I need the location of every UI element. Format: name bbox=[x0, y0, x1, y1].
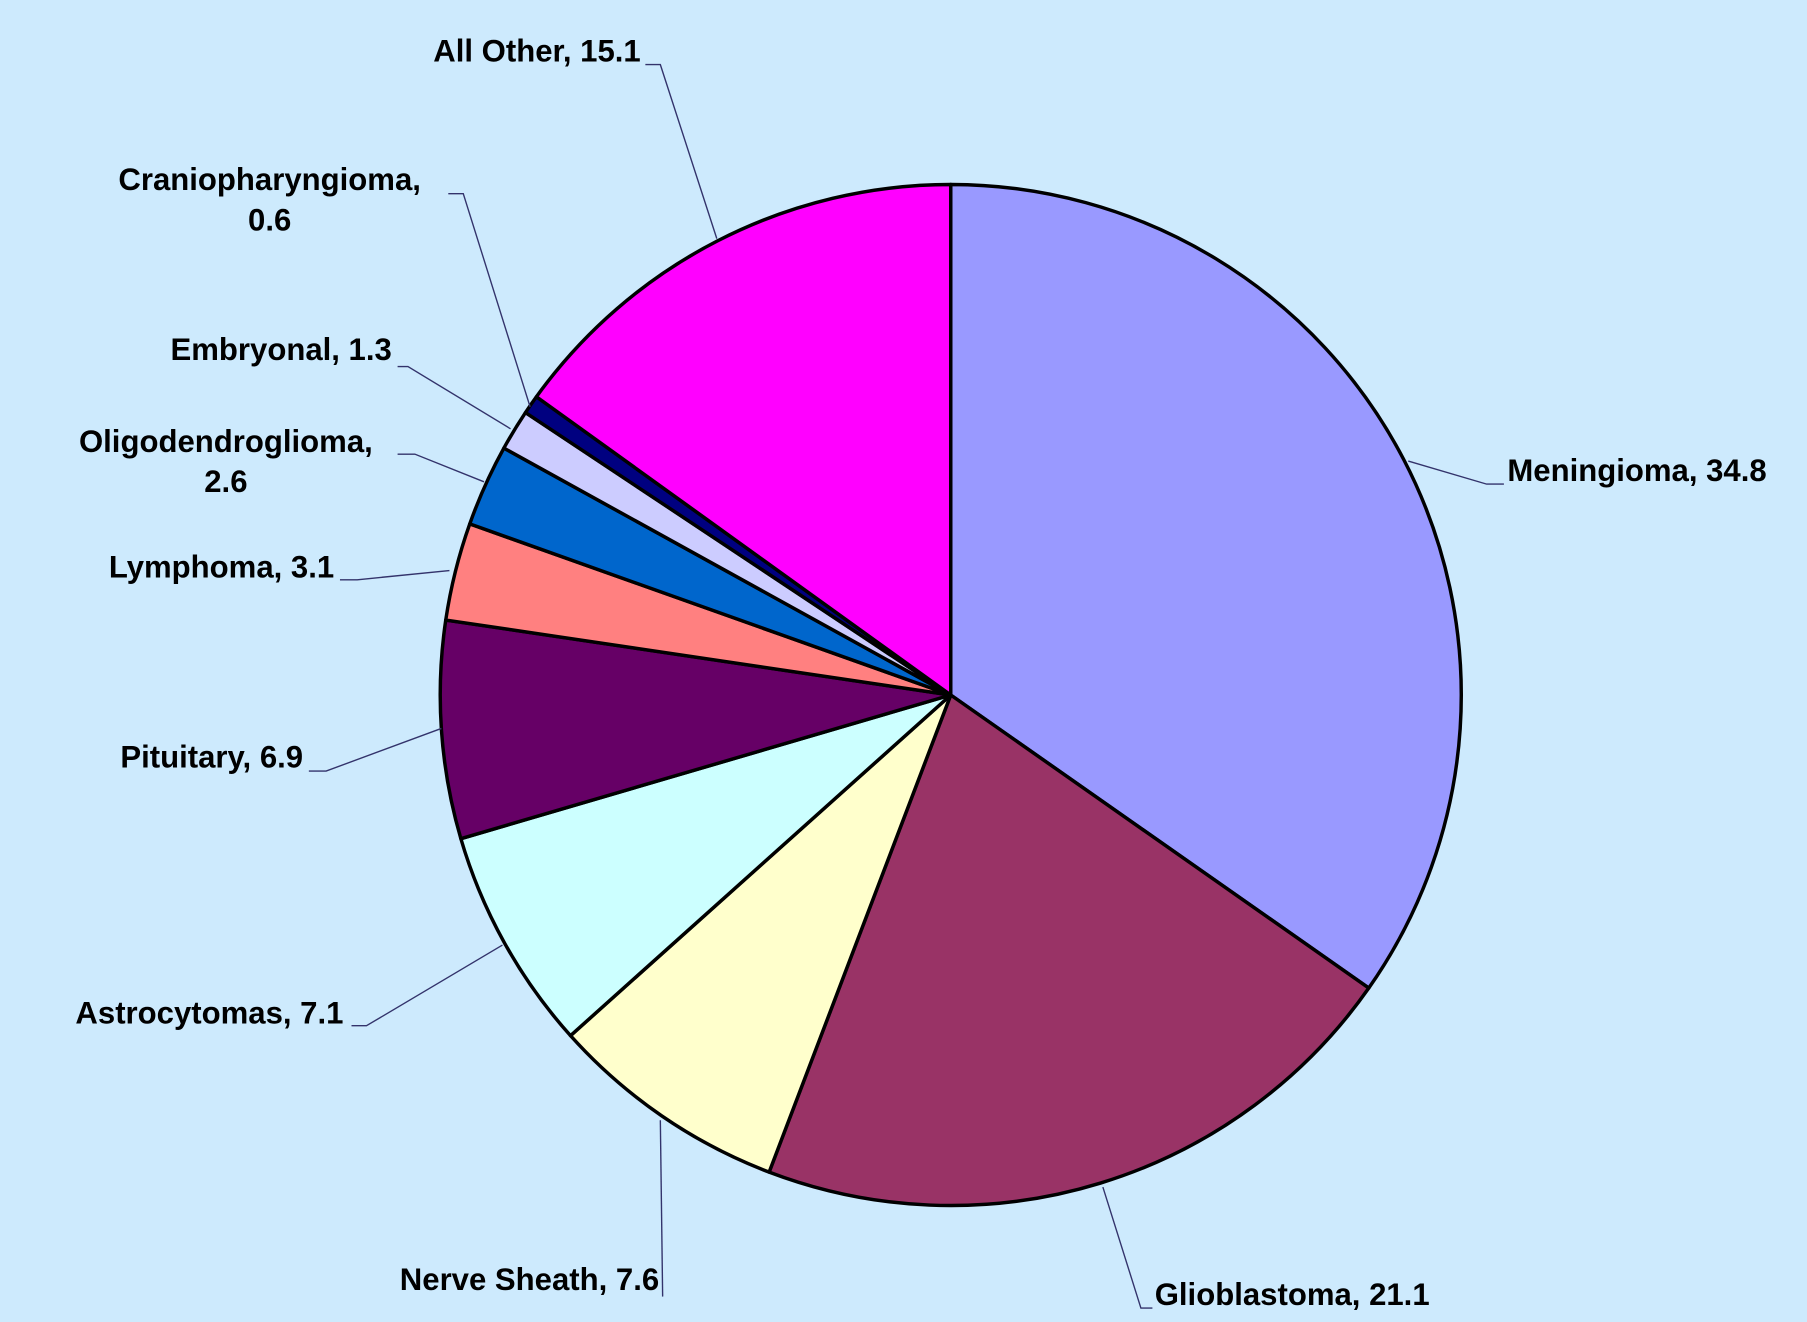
leader-line bbox=[659, 1120, 664, 1297]
data-label: Glioblastoma, 21.1 bbox=[1155, 1277, 1430, 1312]
data-label: Oligodendroglioma, 2.6 bbox=[79, 424, 373, 499]
pie-slice bbox=[459, 693, 953, 1038]
pie-slice bbox=[949, 182, 1463, 990]
leader-line bbox=[448, 193, 531, 408]
leader-line bbox=[308, 727, 442, 772]
leader-line bbox=[397, 365, 511, 430]
label-line: Oligodendroglioma, bbox=[79, 424, 373, 459]
leader-line bbox=[1102, 1186, 1153, 1309]
leader-line bbox=[339, 569, 450, 581]
pie-slice bbox=[767, 693, 1371, 1208]
leader-line bbox=[351, 944, 503, 1027]
data-label: Embryonal, 1.3 bbox=[171, 332, 392, 367]
data-label: Lymphoma, 3.1 bbox=[109, 550, 334, 585]
data-label: Meningioma, 34.8 bbox=[1507, 453, 1766, 488]
data-label: Pituitary, 6.9 bbox=[120, 740, 303, 775]
data-label: Nerve Sheath, 7.6 bbox=[400, 1262, 659, 1297]
leader-line bbox=[397, 453, 485, 483]
pie-slice bbox=[534, 182, 953, 697]
pie-slice bbox=[438, 618, 953, 841]
label-line: 2.6 bbox=[204, 464, 247, 499]
leader-line bbox=[1408, 460, 1504, 485]
data-label: All Other, 15.1 bbox=[433, 33, 640, 68]
pie-slice bbox=[568, 693, 953, 1174]
data-label: Craniopharyngioma, 0.6 bbox=[118, 162, 421, 237]
leader-line bbox=[645, 63, 718, 239]
label-line: Craniopharyngioma, bbox=[118, 162, 421, 197]
data-label: Astrocytomas, 7.1 bbox=[75, 996, 343, 1031]
label-line: 0.6 bbox=[248, 203, 291, 238]
